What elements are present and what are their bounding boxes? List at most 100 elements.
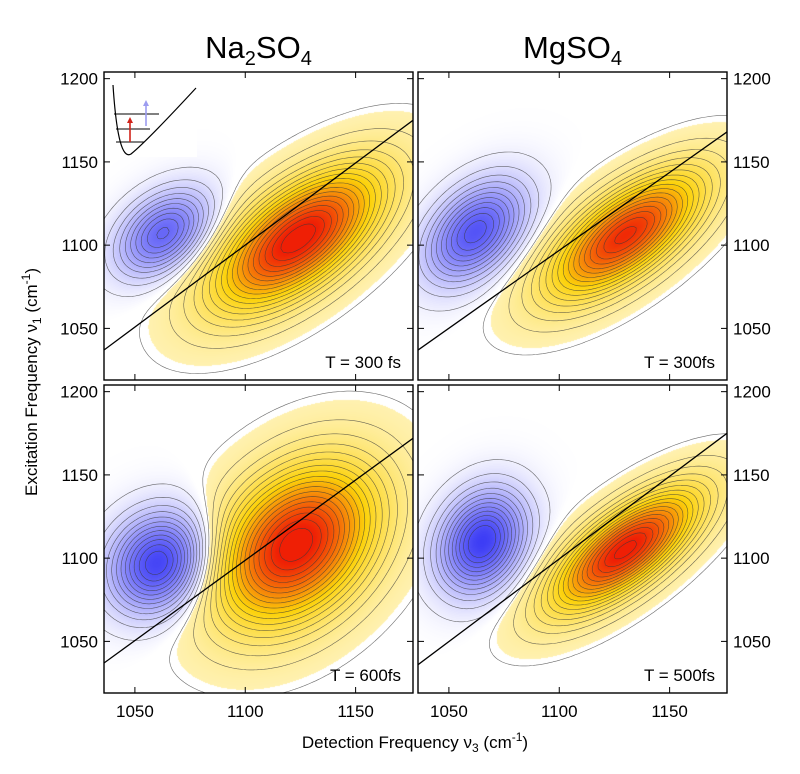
y-tick-label: 1150 [61,466,98,485]
y-tick-label: 1200 [60,383,98,402]
x-tick-label: 1150 [337,702,374,721]
panel-time-label: T = 300 fs [325,353,401,372]
contour-line [584,201,667,270]
contour-line [264,512,329,577]
y-tick-label: 1200 [733,70,771,89]
x-tick-label: 1050 [430,702,468,721]
contour-line [467,525,497,558]
contour-line [581,514,670,586]
contour-line [459,515,505,568]
contour-line [538,163,713,307]
contour-line [455,510,509,573]
contour-line [431,187,520,277]
contour-line [125,530,185,596]
y-tick-label: 1100 [61,549,98,568]
contour-line [129,534,182,591]
contour-line [111,516,195,609]
contour-line [557,179,694,291]
contour-line [589,205,662,265]
x-tick-label: 1100 [541,702,578,721]
contour-line [441,197,510,267]
panel-frame [417,384,728,694]
contour-line [253,501,340,589]
spectrum-panel: T = 500fs [417,384,728,694]
y-tick-label: 1150 [733,466,770,485]
contour-line [258,205,338,272]
contour-line [604,532,647,567]
contour-line [209,162,389,315]
panel-frame [417,71,728,381]
contour-line [130,203,195,263]
heatmap-image [418,72,727,380]
contour-line [586,518,665,582]
contour-line [193,149,404,328]
contour-line [201,156,396,321]
contour-line [147,218,179,248]
contour-line [597,527,654,573]
diagonal-line [418,131,727,351]
contour-line [440,493,524,590]
contour-line [248,496,345,594]
x-tick-label: 1100 [227,702,264,721]
contour-line [253,200,344,277]
contour-line [418,174,532,289]
panel-time-label: T = 500fs [644,666,715,685]
column-title: Na2SO4 [205,30,312,70]
contour-line [451,207,500,257]
contour-line [156,227,170,240]
contour-line [418,166,540,298]
contour-line [133,539,178,587]
contour-line [221,173,376,304]
contour-line [551,174,700,296]
x-tick-label: 1050 [116,702,154,721]
y-tick-label: 1050 [60,319,98,338]
contour-line [169,128,413,349]
contour-line [533,473,719,627]
contour-line [236,481,360,609]
contour-line [451,506,512,577]
contour-line [489,433,727,667]
contour-line [482,115,727,356]
panel-time-label: T = 600fs [330,666,401,685]
contour-line [104,483,206,641]
contour-line [568,188,683,282]
spectrum-panel: T = 300 fs [103,71,414,381]
contour-line [464,220,487,244]
contour-line [545,169,706,301]
contour-line [135,207,190,259]
contour-line [215,168,382,309]
y-tick-label: 1150 [733,153,770,172]
contour-line [125,198,199,268]
contour-line [224,464,377,625]
diagonal-line [104,119,413,351]
contour-line [228,470,371,619]
contour-line [104,497,203,628]
contour-line [552,489,699,610]
panel-frame [103,384,414,694]
contour-line [104,166,223,297]
contour-line [562,183,689,287]
contour-line [279,528,313,562]
contour-line [203,433,408,657]
contour-line [430,481,534,601]
y-tick-label: 1150 [61,153,98,172]
contour-line [418,151,552,312]
contour-line [145,550,168,575]
contour-line [567,502,684,598]
contour-line [271,216,325,261]
contour-line [264,210,332,267]
contour-line [210,443,398,647]
y-tick-label: 1200 [60,70,98,89]
contour-line [183,140,413,337]
panel-frame [103,71,414,381]
contour-line [596,211,655,260]
contour-line [445,202,505,262]
y-tick-label: 1200 [733,383,771,402]
contour-line [531,157,721,313]
contour-line [444,498,520,585]
contour-line [104,179,215,286]
contour-line [513,455,727,645]
panel-time-label: T = 300fs [644,353,715,372]
contour-line [106,511,198,615]
